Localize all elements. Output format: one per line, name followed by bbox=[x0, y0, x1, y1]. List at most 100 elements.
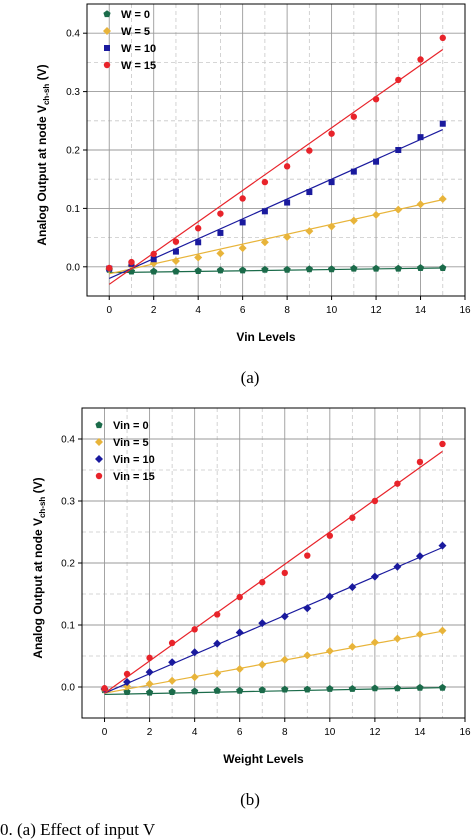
x-tick-label: 14 bbox=[415, 305, 427, 316]
data-point bbox=[370, 572, 379, 581]
fit-line-1 bbox=[104, 630, 443, 694]
fit-line-3 bbox=[104, 450, 443, 694]
data-point bbox=[393, 562, 402, 571]
x-axis-title: Weight Levels bbox=[223, 752, 304, 766]
data-point bbox=[349, 216, 358, 225]
legend-label: Vin = 0 bbox=[113, 420, 149, 432]
legend-label: W = 5 bbox=[121, 26, 150, 38]
data-point bbox=[350, 168, 357, 175]
data-point bbox=[438, 626, 447, 635]
data-point bbox=[415, 552, 424, 561]
x-tick-label: 16 bbox=[459, 727, 471, 738]
data-point bbox=[438, 541, 447, 550]
data-point bbox=[194, 253, 203, 262]
data-point bbox=[439, 440, 446, 448]
data-point bbox=[191, 626, 198, 633]
data-point bbox=[239, 266, 247, 274]
y-tick-label: 0.4 bbox=[66, 29, 80, 40]
data-point bbox=[213, 611, 221, 618]
data-point bbox=[439, 264, 447, 272]
data-point bbox=[280, 655, 289, 664]
data-point bbox=[327, 265, 336, 273]
legend-marker bbox=[104, 45, 110, 51]
x-tick-label: 6 bbox=[237, 727, 243, 738]
data-point bbox=[238, 244, 247, 253]
y-tick-label: 0.0 bbox=[66, 262, 80, 273]
data-point bbox=[190, 648, 199, 657]
data-point bbox=[305, 227, 314, 236]
data-point bbox=[101, 685, 108, 692]
data-point bbox=[213, 639, 222, 648]
y-tick-label: 0.3 bbox=[61, 497, 75, 508]
data-point bbox=[325, 647, 334, 656]
legend-label: Vin = 5 bbox=[113, 437, 149, 449]
x-tick-label: 14 bbox=[414, 727, 426, 738]
data-point bbox=[326, 685, 334, 692]
data-point bbox=[415, 630, 424, 639]
data-point bbox=[145, 668, 154, 677]
legend-marker bbox=[95, 438, 103, 446]
data-point bbox=[168, 639, 176, 647]
data-point bbox=[326, 532, 334, 539]
legend-label: W = 0 bbox=[121, 9, 150, 21]
data-point bbox=[258, 619, 267, 628]
data-point bbox=[416, 458, 424, 466]
data-point bbox=[123, 678, 132, 687]
data-point bbox=[191, 687, 199, 695]
data-point bbox=[371, 684, 379, 692]
data-point bbox=[438, 683, 447, 691]
data-point bbox=[235, 665, 244, 674]
legend-marker bbox=[95, 472, 103, 480]
data-point bbox=[283, 265, 291, 273]
data-point bbox=[371, 497, 379, 505]
data-point bbox=[260, 238, 269, 247]
y-tick-label: 0.2 bbox=[61, 559, 75, 570]
data-point bbox=[239, 219, 246, 226]
data-point bbox=[216, 249, 225, 258]
x-tick-label: 8 bbox=[284, 305, 290, 316]
data-point bbox=[281, 685, 289, 693]
data-point bbox=[327, 222, 336, 231]
x-tick-label: 2 bbox=[151, 305, 157, 316]
fit-line-0 bbox=[104, 687, 443, 696]
data-point bbox=[150, 267, 158, 275]
panel-label: (a) bbox=[241, 368, 260, 387]
data-point bbox=[106, 264, 113, 272]
data-point bbox=[305, 265, 313, 273]
panel-label: (b) bbox=[240, 790, 260, 809]
data-point bbox=[258, 660, 267, 669]
fit-line-2 bbox=[108, 129, 444, 280]
legend-label: Vin = 10 bbox=[113, 454, 155, 466]
data-point bbox=[348, 642, 357, 651]
data-point bbox=[150, 250, 157, 258]
data-point bbox=[394, 480, 401, 487]
data-point bbox=[172, 238, 180, 245]
x-tick-label: 4 bbox=[195, 305, 201, 316]
fit-line-0 bbox=[109, 267, 443, 274]
legend-label: W = 10 bbox=[121, 43, 156, 55]
data-point bbox=[284, 199, 291, 206]
data-point bbox=[236, 686, 244, 694]
data-point bbox=[417, 134, 424, 141]
data-point bbox=[123, 670, 131, 678]
data-point bbox=[303, 651, 312, 660]
x-tick-label: 0 bbox=[102, 727, 108, 738]
y-axis-title: Analog Output at node Vch-sh (V) bbox=[35, 64, 51, 245]
data-point bbox=[194, 225, 202, 232]
data-point bbox=[393, 684, 402, 692]
y-tick-label: 0.2 bbox=[66, 146, 80, 157]
x-tick-label: 10 bbox=[324, 727, 336, 738]
legend-marker bbox=[95, 421, 103, 429]
legend-label: W = 15 bbox=[121, 60, 156, 72]
data-point bbox=[304, 552, 311, 559]
fit-line-2 bbox=[104, 546, 443, 694]
data-point bbox=[168, 658, 177, 667]
data-point bbox=[416, 683, 424, 691]
x-tick-label: 4 bbox=[192, 727, 198, 738]
data-point bbox=[261, 178, 269, 186]
data-point bbox=[306, 189, 313, 196]
legend-marker bbox=[103, 10, 111, 18]
data-point bbox=[258, 686, 266, 694]
y-tick-label: 0.3 bbox=[66, 87, 80, 98]
